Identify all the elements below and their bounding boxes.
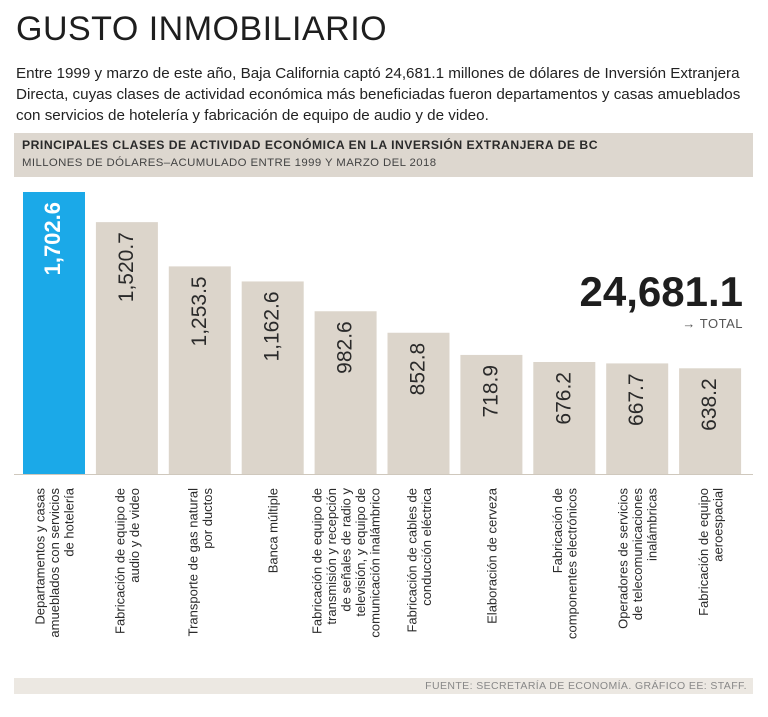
category-label-5-line-5: comunicación inalámbrico: [368, 488, 383, 638]
category-label-1-line-1: Departamentos y casas: [33, 488, 48, 625]
bar-7: [460, 354, 523, 474]
bar-5: [314, 311, 377, 474]
category-label-8-line-1: Fabricación de: [550, 488, 565, 573]
bar-value-label-1: 1,702.6: [40, 202, 65, 275]
category-label-3-line-1: Transporte de gas natural: [186, 488, 201, 636]
bar-value-label-2: 1,520.7: [115, 232, 138, 302]
source-note: FUENTE: SECRETARÍA DE ECONOMÍA. GRÁFICO …: [425, 680, 747, 692]
category-label-9-line-1: Operadores de servicios: [616, 488, 631, 629]
category-label-7-line-1: Elaboración de cerveza: [484, 487, 499, 624]
bar-value-label-5: 982.6: [334, 321, 357, 374]
category-label-6-line-2: conducción eléctrica: [419, 487, 434, 606]
bar-10: [679, 368, 742, 474]
bar-value-label-10: 638.2: [698, 378, 721, 431]
total-value: 24,681.1: [580, 268, 744, 315]
bar-1: [23, 192, 85, 474]
chart-title: PRINCIPALES CLASES DE ACTIVIDAD ECONÓMIC…: [22, 138, 599, 152]
total-label: → TOTAL: [682, 316, 743, 331]
bar-2: [95, 222, 158, 474]
category-label-9-line-2: de telecomunicaciones: [630, 488, 645, 621]
bar-value-label-7: 718.9: [479, 365, 502, 418]
category-label-2-line-2: audio y de video: [127, 488, 142, 583]
bar-3: [168, 266, 231, 474]
category-label-2-line-1: Fabricación de equipo de: [113, 488, 128, 634]
chart-header: PRINCIPALES CLASES DE ACTIVIDAD ECONÓMIC…: [14, 133, 753, 177]
bar-value-label-4: 1,162.6: [261, 291, 284, 361]
intro-paragraph: Entre 1999 y marzo de este año, Baja Cal…: [16, 65, 741, 124]
category-label-5-line-3: de señales de radio y: [339, 488, 354, 612]
category-label-1-line-3: de hotelería: [62, 487, 77, 556]
category-label-5-line-4: televisión, y equipo de: [353, 488, 368, 617]
category-label-4-line-1: Banca múltiple: [266, 488, 281, 573]
chart-subtitle: MILLONES DE DÓLARES–ACUMULADO ENTRE 1999…: [22, 157, 437, 169]
bar-6: [387, 332, 450, 474]
bar-value-label-8: 676.2: [552, 372, 575, 425]
bar-8: [533, 362, 596, 474]
category-label-10-line-1: Fabricación de equipo: [696, 488, 711, 616]
category-label-9-line-3: inalámbricas: [645, 488, 660, 561]
bar-value-label-6: 852.8: [407, 343, 430, 396]
bar-9: [606, 363, 669, 474]
category-label-10-line-2: aeroespacial: [710, 488, 725, 562]
category-label-5-line-2: transmisión y recepción: [324, 488, 339, 625]
category-label-5-line-1: Fabricación de equipo de: [310, 488, 325, 634]
bar-value-label-3: 1,253.5: [188, 276, 211, 346]
bar-4: [241, 281, 304, 474]
headline: GUSTO INMOBILIARIO: [16, 10, 388, 48]
category-label-8-line-2: componentes electrónicos: [565, 488, 580, 640]
source-bar: FUENTE: SECRETARÍA DE ECONOMÍA. GRÁFICO …: [14, 678, 753, 694]
category-label-1-line-2: amueblados con servicios: [47, 488, 62, 638]
bar-value-label-9: 667.7: [625, 373, 648, 426]
category-label-3-line-2: por ductos: [200, 488, 215, 549]
category-label-6-line-1: Fabricación de cables de: [404, 488, 419, 633]
